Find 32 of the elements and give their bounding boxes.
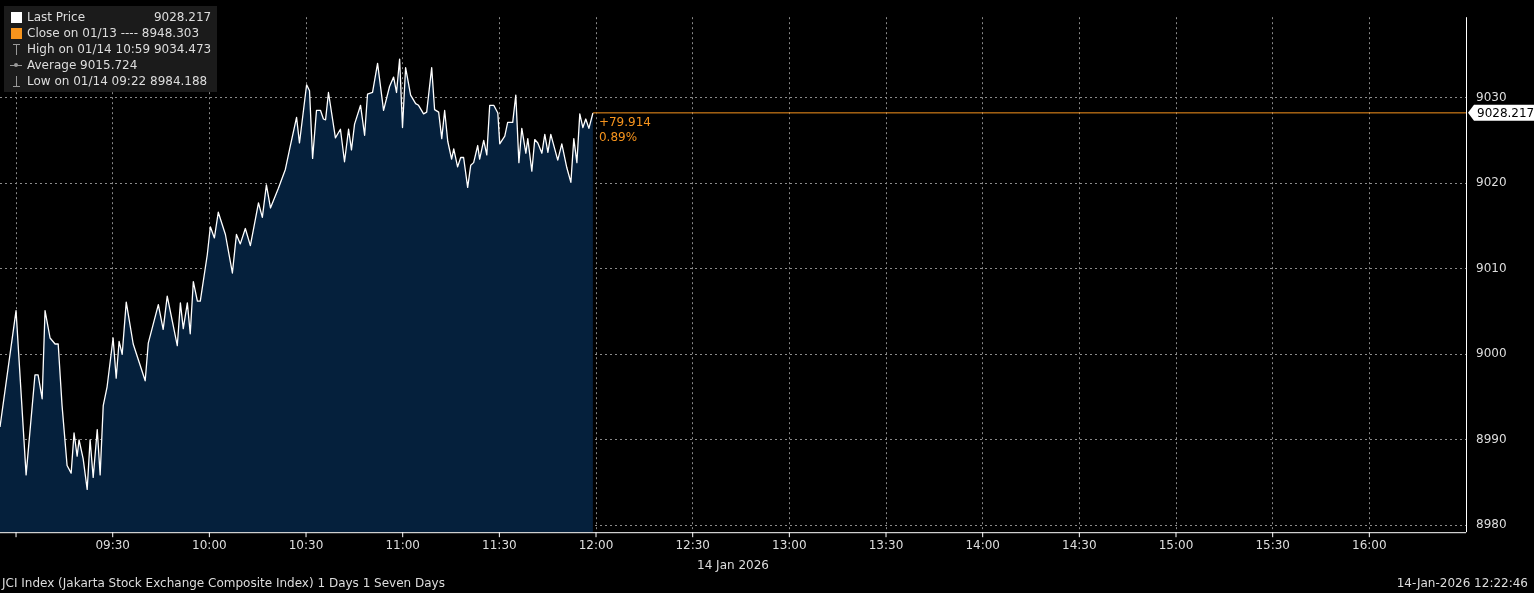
x-tick-label: 16:00 (1352, 537, 1387, 552)
x-tick-label: 10:30 (288, 537, 324, 552)
x-tick-label: 15:00 (1158, 537, 1194, 552)
x-tick-label: 10:00 (192, 537, 227, 552)
x-tick-label: 13:00 (772, 537, 807, 552)
annotation: Average 9015.724 (27, 57, 138, 73)
text: 14-Jan-2026 12:22:46 (1396, 576, 1528, 590)
y-tick-label: 8980 (1476, 517, 1507, 532)
x-tick-label: 12:00 (578, 537, 614, 552)
x-axis-title: 14 Jan 2026 (697, 557, 769, 572)
annotation: +79.914 (598, 114, 651, 129)
annotation: High on 01/14 10:59 9034.473 (27, 41, 212, 57)
x-tick-label: 11:30 (482, 537, 517, 552)
x-tick-label: 13:30 (868, 537, 904, 552)
x-tick-label: 12:30 (675, 537, 710, 552)
text: JCI Index (Jakarta Stock Exchange Composite Index) 1 Days 1 Seven Days (2, 576, 445, 590)
annotation: Close on 01/13 ---- 8948.303 (27, 25, 200, 41)
legend-label: Last Price (27, 9, 86, 25)
y-tick-label: 9020 (1476, 175, 1507, 190)
x-tick-label: 15:30 (1255, 537, 1290, 552)
y-tick-label: 8990 (1476, 431, 1507, 446)
x-tick-label: 14:00 (965, 537, 1000, 552)
y-tick-label: 9000 (1476, 346, 1507, 361)
annotation: 9028.217 (152, 9, 212, 25)
ref-line-label: 9028.217 (1477, 105, 1534, 120)
x-tick-label: 11:00 (385, 537, 420, 552)
x-tick-label: 09:30 (95, 537, 131, 552)
annotation: 0.89% (598, 129, 638, 144)
x-tick-label: 14:30 (1062, 537, 1097, 552)
y-tick-label: 9030 (1476, 89, 1507, 104)
y-tick-label: 9010 (1476, 260, 1507, 275)
annotation: Low on 01/14 09:22 8984.188 (27, 73, 208, 89)
